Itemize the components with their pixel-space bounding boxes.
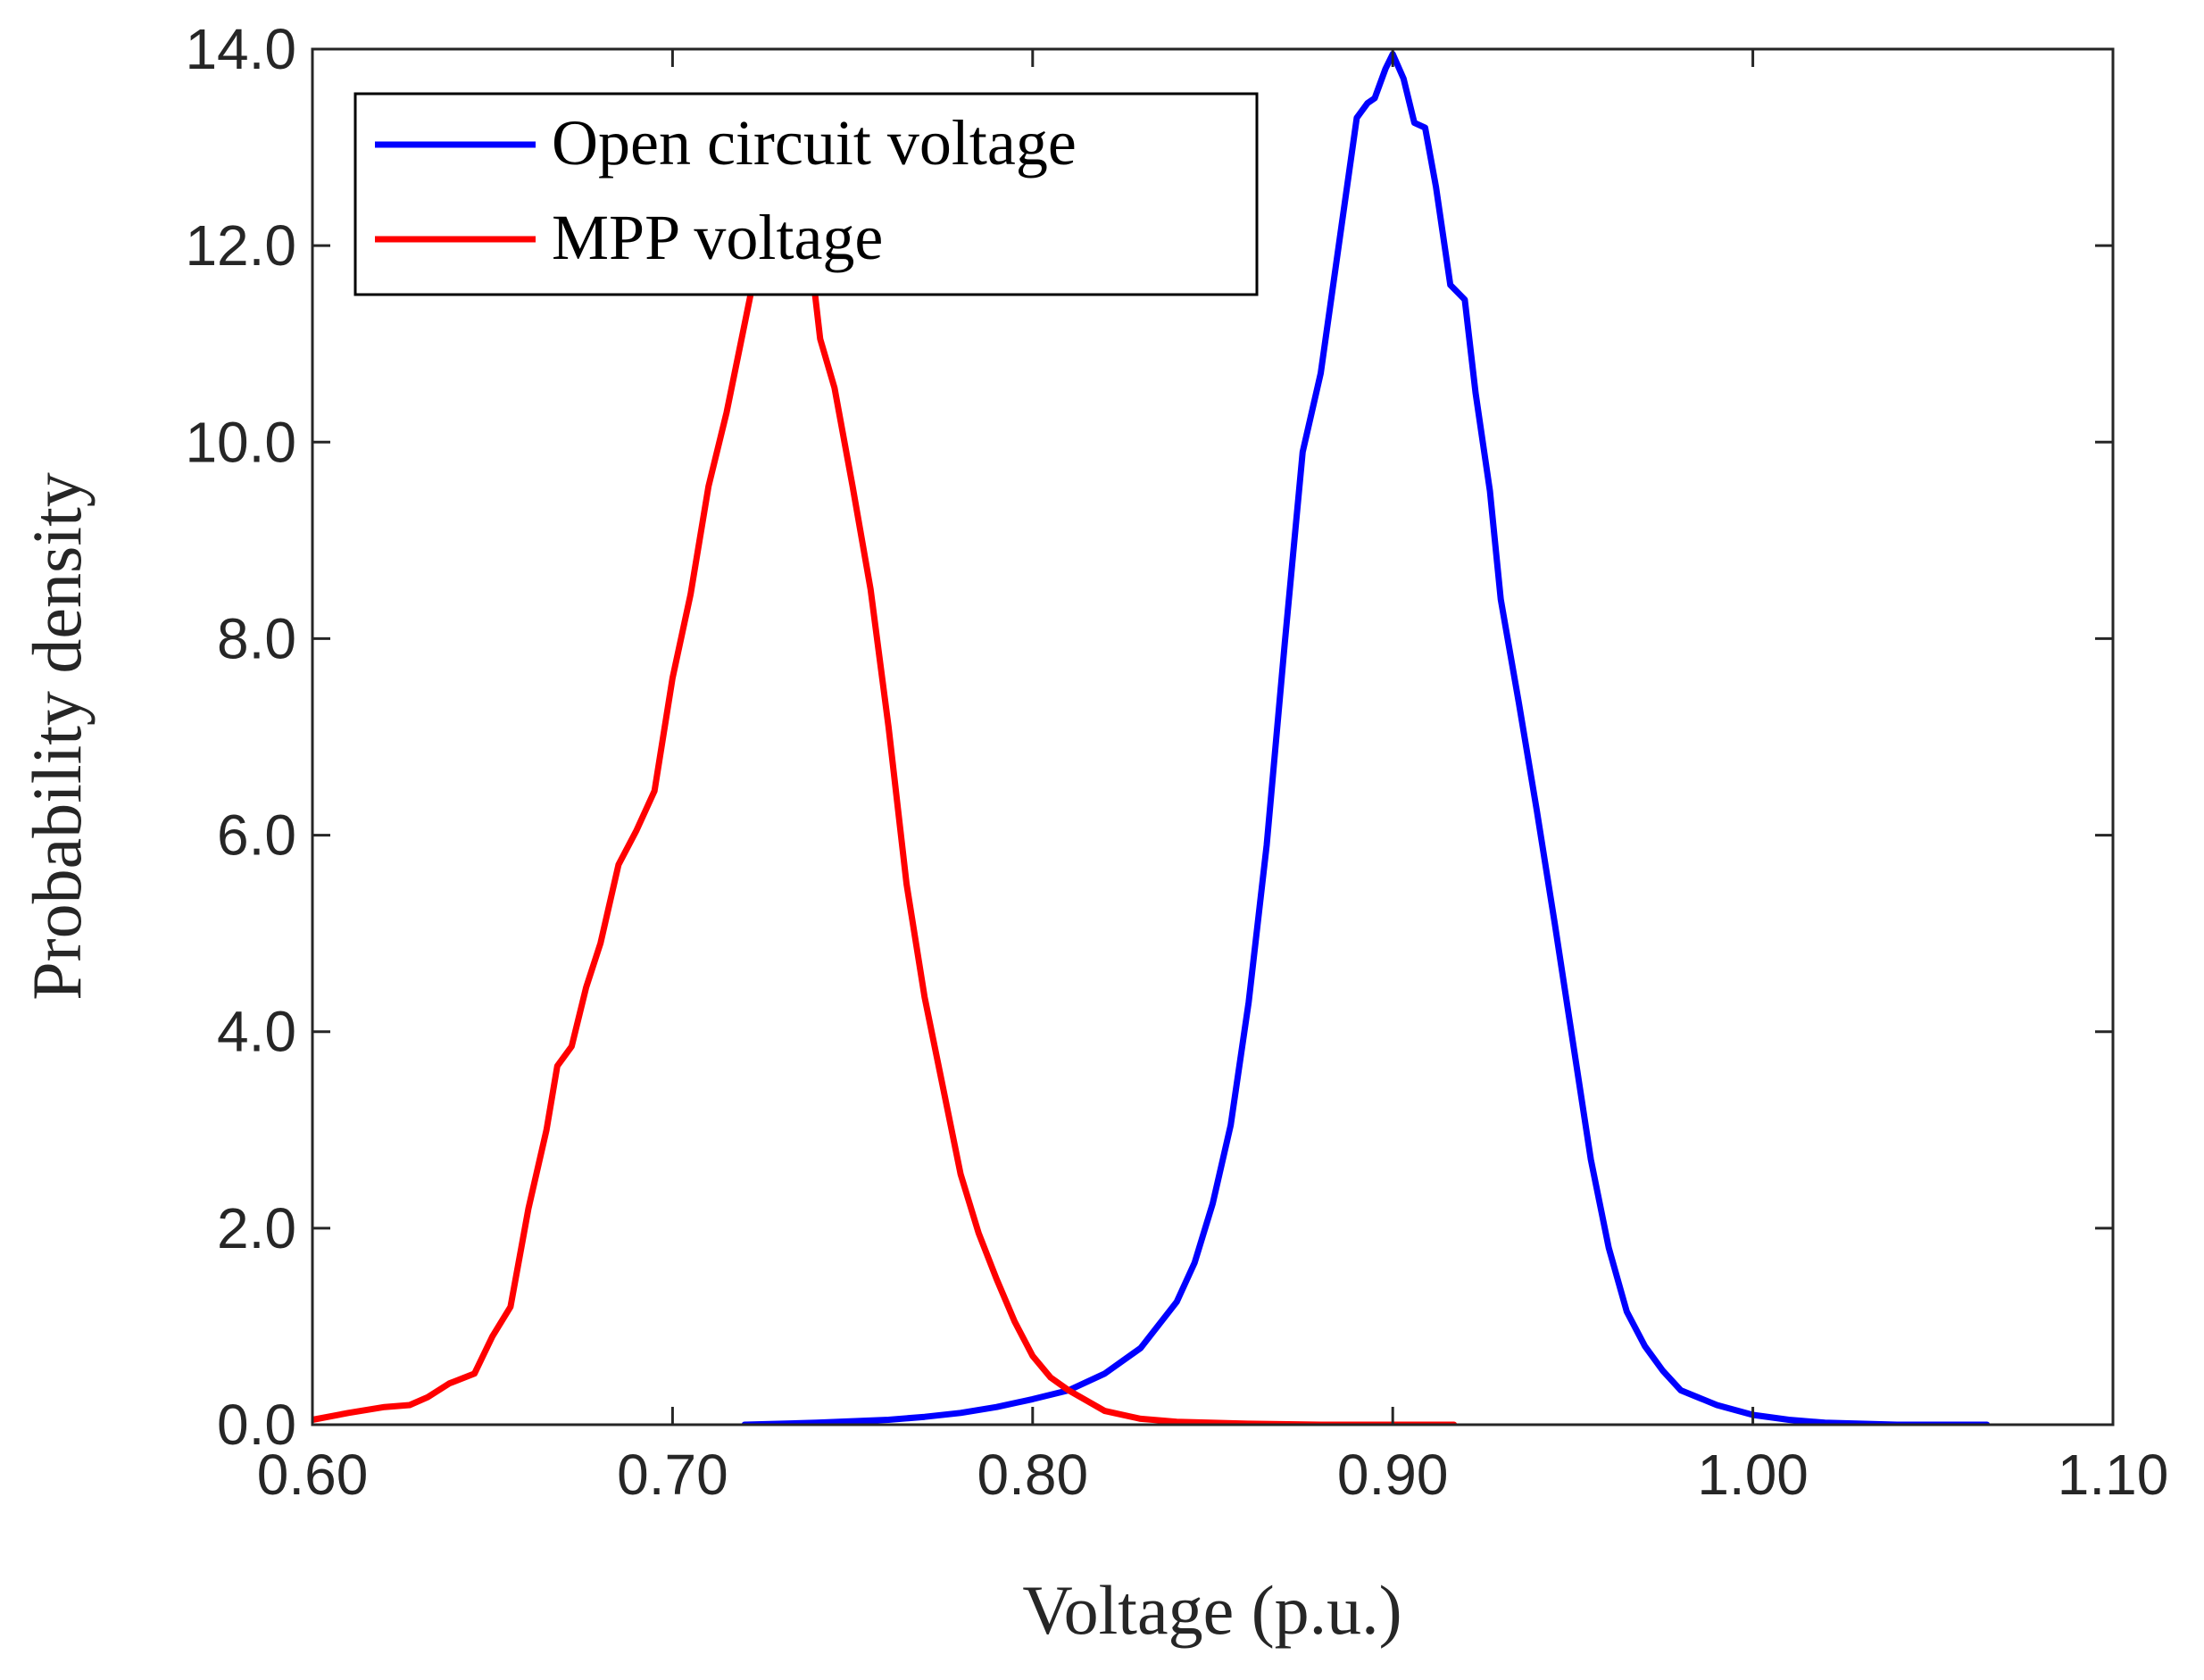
y-tick-label: 0.0	[217, 1393, 296, 1457]
y-tick-label: 4.0	[217, 1000, 296, 1064]
y-tick-label: 14.0	[185, 17, 296, 81]
y-tick-label: 8.0	[217, 606, 296, 670]
x-tick-label: 1.10	[2058, 1443, 2169, 1507]
series-line-open-circuit-voltage	[741, 51, 1991, 1425]
legend-label-open-circuit-voltage: Open circuit voltage	[552, 107, 1077, 179]
plot-area-frame	[311, 47, 2115, 1426]
y-axis-title: Probability density	[18, 472, 96, 1000]
y-tick-label: 2.0	[217, 1196, 296, 1260]
x-tick-label: 0.90	[1337, 1443, 1449, 1507]
legend-label-mpp-voltage: MPP voltage	[552, 202, 883, 273]
x-tick-label: 0.80	[977, 1443, 1089, 1507]
y-tick-label: 6.0	[217, 803, 296, 868]
x-tick-label: 0.70	[617, 1443, 728, 1507]
x-tick-label: 1.00	[1697, 1443, 1809, 1507]
legend: Open circuit voltage MPP voltage	[353, 92, 1259, 296]
x-tick-labels: 0.60 0.70 0.80 0.90 1.00 1.10	[257, 1443, 2169, 1507]
x-tick-label: 0.60	[257, 1443, 369, 1507]
y-tick-label: 12.0	[185, 213, 296, 278]
legend-box	[353, 92, 1259, 296]
y-tick-label: 10.0	[185, 410, 296, 474]
y-tick-labels: 0.0 2.0 4.0 6.0 8.0 10.0 12.0 14.0	[185, 17, 296, 1457]
x-axis-title: Voltage (p.u.)	[1022, 1571, 1401, 1649]
